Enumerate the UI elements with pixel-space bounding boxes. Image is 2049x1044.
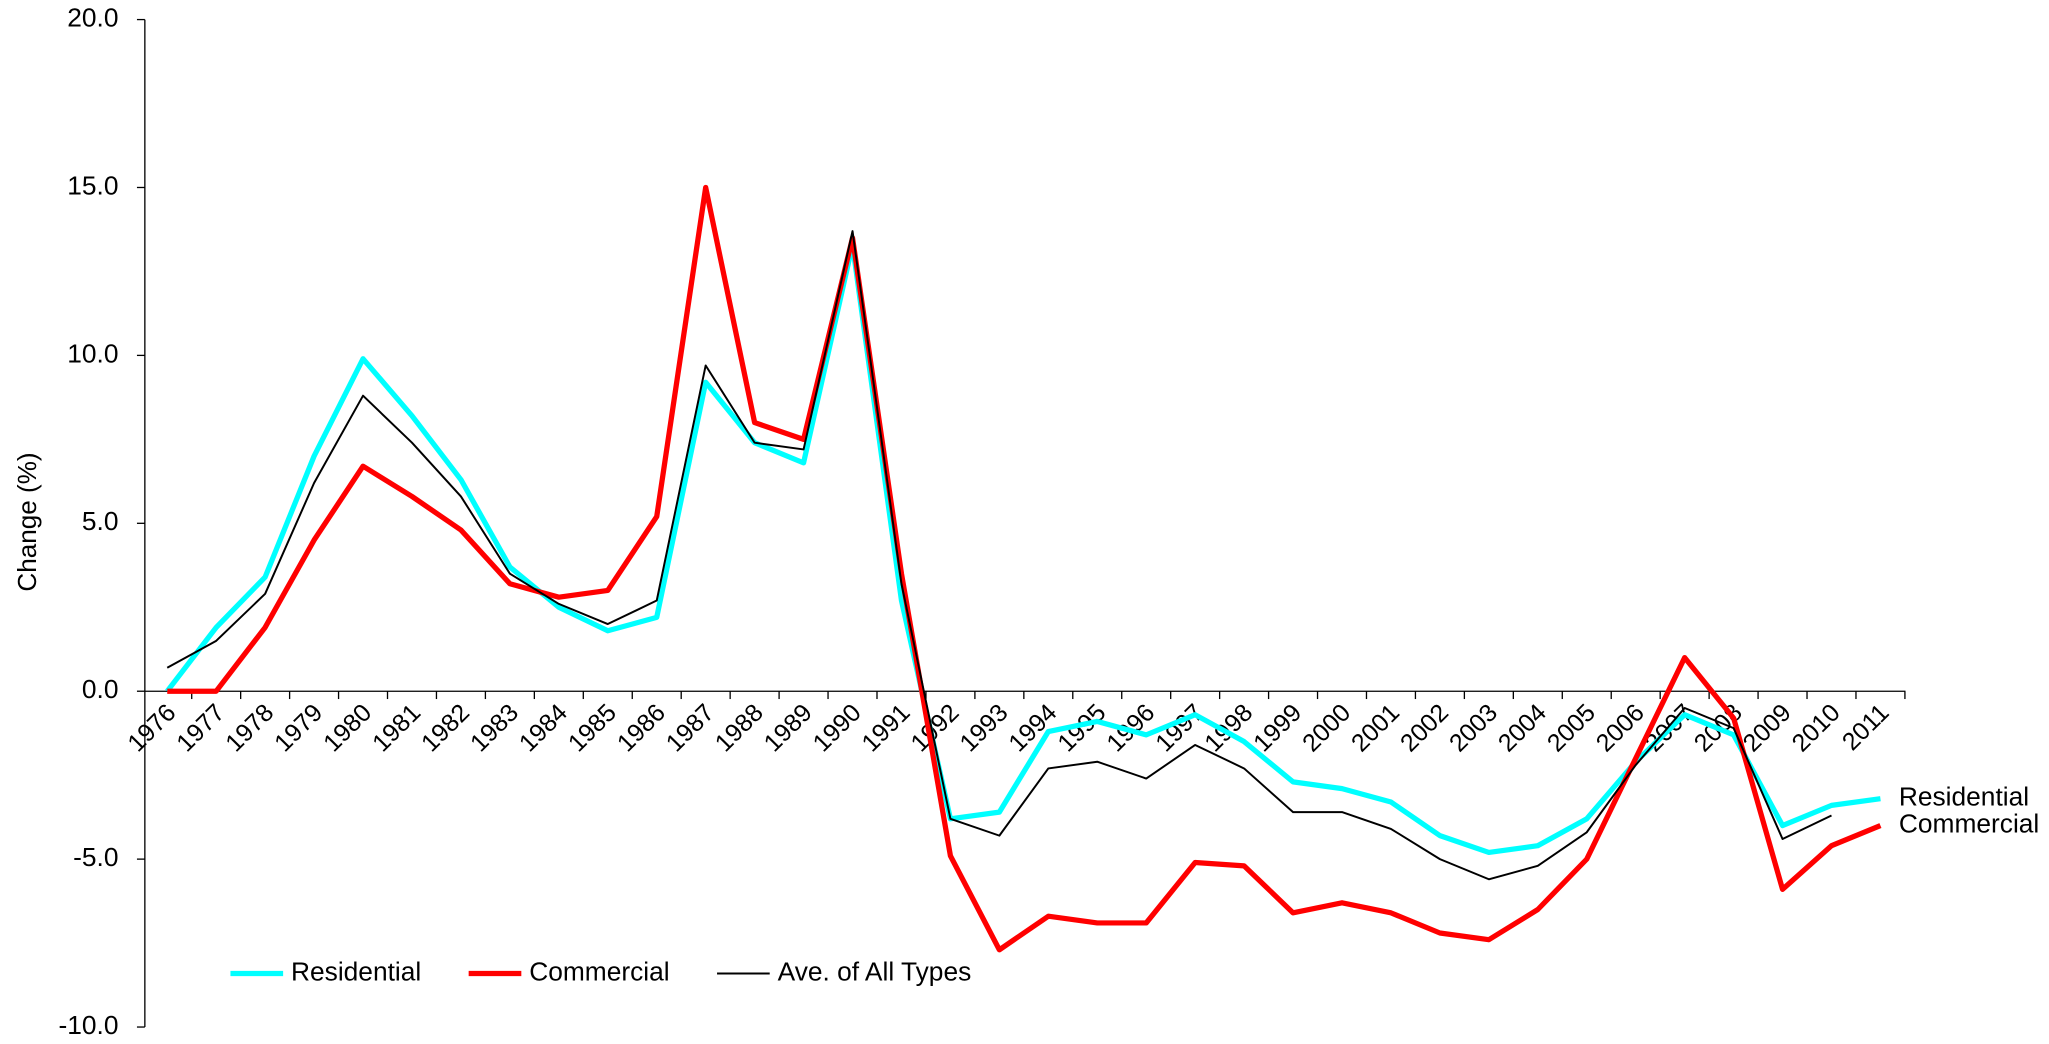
x-tick-label: 2010 <box>1786 699 1845 758</box>
x-tick-label: 1993 <box>954 699 1013 758</box>
x-tick-label: 2005 <box>1542 699 1601 758</box>
series-line <box>166 230 1832 881</box>
series-end-label: Commercial <box>1899 809 2039 839</box>
x-tick-label: 2003 <box>1444 699 1503 758</box>
x-tick-label: 1978 <box>220 699 279 758</box>
x-tick-label: 1991 <box>856 699 915 758</box>
x-tick-label: 1999 <box>1248 699 1307 758</box>
y-axis-label: Change (%) <box>12 452 42 591</box>
y-tick-label: 15.0 <box>67 170 118 200</box>
x-tick-label: 1982 <box>416 699 475 758</box>
y-tick-label: 20.0 <box>67 3 118 33</box>
x-tick-label: 1981 <box>367 699 426 758</box>
x-tick-label: 1987 <box>661 699 720 758</box>
x-tick-label: 1977 <box>171 699 230 758</box>
x-tick-label: 1985 <box>563 699 622 758</box>
series-line <box>167 184 1882 953</box>
x-tick-label: 1989 <box>759 699 818 758</box>
x-tick-label: 1983 <box>465 699 524 758</box>
legend-label: Ave. of All Types <box>778 957 972 987</box>
x-tick-label: 1990 <box>808 699 867 758</box>
y-tick-label: -10.0 <box>59 1010 119 1040</box>
x-tick-label: 2004 <box>1493 699 1552 758</box>
x-tick-label: 2011 <box>1837 699 1895 756</box>
x-tick-label: 1984 <box>514 699 573 758</box>
x-tick-label: 2002 <box>1395 699 1454 758</box>
x-tick-label: 1976 <box>122 699 181 758</box>
x-tick-label: 2001 <box>1346 699 1405 758</box>
y-tick-label: 0.0 <box>82 674 119 704</box>
series-line <box>165 241 1881 856</box>
y-tick-label: 10.0 <box>67 338 118 368</box>
x-tick-label: 1979 <box>269 699 328 758</box>
x-tick-label: 1980 <box>318 699 377 758</box>
x-tick-label: 2000 <box>1297 699 1356 758</box>
x-tick-label: 2009 <box>1738 699 1797 758</box>
x-tick-label: 1988 <box>710 699 769 758</box>
y-tick-label: 5.0 <box>82 506 119 536</box>
series-end-label: Residential <box>1899 782 2029 812</box>
y-tick-label: -5.0 <box>73 842 118 872</box>
legend-label: Residential <box>291 957 421 987</box>
legend-label: Commercial <box>529 957 669 987</box>
x-tick-label: 1986 <box>612 699 671 758</box>
